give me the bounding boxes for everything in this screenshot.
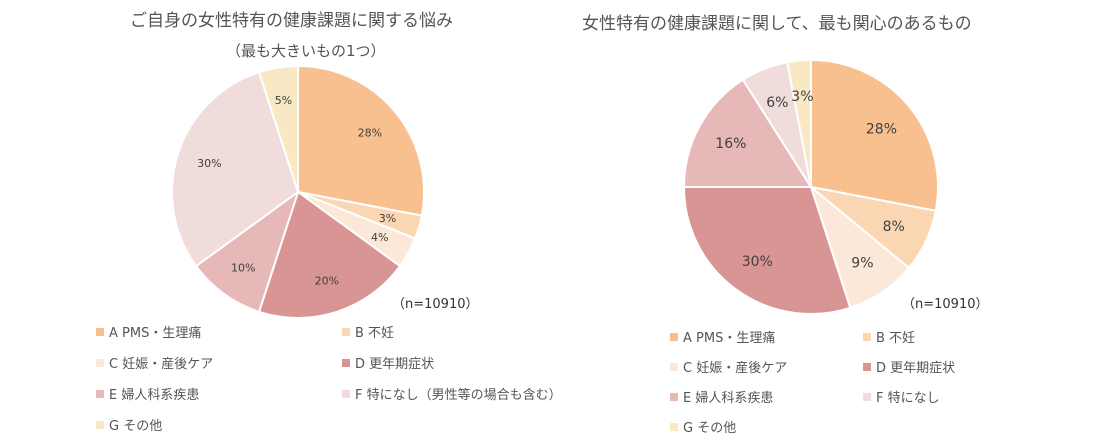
pie-slice-a (810, 58, 939, 212)
data-label: 6% (766, 95, 788, 111)
data-label: 28% (866, 122, 897, 138)
legend-item: B 不妊 (863, 327, 915, 346)
legend-swatch (670, 362, 678, 371)
pie-slice-d (682, 186, 852, 315)
pie-chart: 28% 3% 4% 20% 10% 30% 5% (171, 64, 425, 319)
pie-slice-g (786, 58, 812, 188)
data-label: 20% (315, 275, 339, 288)
pie-chart: 28% 8% 9% 30% 16% 6% 3% (682, 58, 939, 315)
legend-swatch (96, 420, 104, 429)
chart-subtitle: （最も大きいもの1つ） (226, 42, 386, 60)
chart-panel-concerns: ご自身の女性特有の健康課題に関する悩み （最も大きいもの1つ） 28% 3% 4% 2… (96, 11, 562, 434)
pie-slice-g (257, 64, 299, 193)
legend-label: E 婦人科系疾患 (683, 391, 774, 406)
legend-label: E 婦人科系疾患 (109, 388, 200, 403)
data-label: 16% (715, 136, 746, 152)
legend-label: A PMS・生理痛 (109, 326, 202, 341)
legend-item: C 妊娠・産後ケア (96, 353, 213, 372)
sample-size-label: （n=10910） (902, 297, 989, 312)
legend-item: A PMS・生理痛 (96, 322, 201, 341)
legend-label: F 特になし（男性等の場合も含む） (355, 388, 562, 403)
data-label: 5% (275, 94, 292, 107)
legend-swatch (863, 332, 871, 341)
pie-slice-d (257, 190, 402, 319)
legend-label: B 不妊 (355, 326, 395, 341)
legend-swatch (342, 327, 350, 336)
legend-item: E 婦人科系疾患 (670, 387, 773, 406)
legend-item: G その他 (670, 417, 736, 436)
legend-swatch (670, 332, 678, 341)
legend-label: B 不妊 (876, 331, 916, 346)
chart-panel-interest: 女性特有の健康課題に関して、最も関心のあるもの 28% 8% 9% 30% 16% 6% 3… (560, 0, 1109, 436)
legend-item: B 不妊 (342, 322, 394, 341)
legend-swatch (863, 362, 871, 371)
pie-slice-e (194, 189, 300, 314)
data-label: 30% (197, 157, 221, 170)
legend-label: G その他 (109, 419, 163, 434)
legend-swatch (96, 389, 104, 398)
data-label: 3% (379, 212, 396, 225)
pie-slice-e (682, 78, 813, 188)
legend-label: G その他 (683, 421, 737, 436)
legend-swatch (96, 327, 104, 336)
legend-item: D 更年期症状 (863, 357, 955, 376)
legend-swatch (96, 358, 104, 367)
legend-item: G その他 (96, 415, 162, 434)
legend-label: C 妊娠・産後ケア (683, 361, 788, 376)
chart-title: 女性特有の健康課題に関して、最も関心のあるもの (582, 14, 972, 34)
legend-swatch (342, 389, 350, 398)
legend-swatch (670, 392, 678, 401)
legend-item: D 更年期症状 (342, 353, 434, 372)
data-label: 8% (883, 219, 905, 235)
legend-label: A PMS・生理痛 (683, 331, 776, 346)
legend-label: C 妊娠・産後ケア (109, 357, 214, 372)
legend-label: D 更年期症状 (876, 361, 956, 376)
data-label: 30% (742, 254, 773, 270)
chart-title: ご自身の女性特有の健康課題に関する悩み (130, 11, 453, 31)
legend-item: F 特になし (863, 387, 940, 406)
legend-item: F 特になし（男性等の場合も含む） (342, 384, 562, 403)
data-label: 4% (371, 231, 388, 244)
legend-item: C 妊娠・産後ケア (670, 357, 787, 376)
legend-swatch (670, 422, 678, 431)
legend-item: A PMS・生理痛 (670, 327, 775, 346)
sample-size-label: （n=10910） (392, 297, 479, 312)
data-label: 10% (231, 261, 255, 274)
data-label: 28% (358, 126, 382, 139)
legend-label: F 特になし (876, 391, 940, 406)
pie-slice-a (297, 64, 425, 217)
legend-item: E 婦人科系疾患 (96, 384, 199, 403)
legend-swatch (863, 392, 871, 401)
legend-swatch (342, 358, 350, 367)
pie-slice-f (171, 70, 300, 268)
data-label: 9% (851, 256, 873, 272)
data-label: 3% (791, 89, 813, 105)
legend-label: D 更年期症状 (355, 357, 435, 372)
